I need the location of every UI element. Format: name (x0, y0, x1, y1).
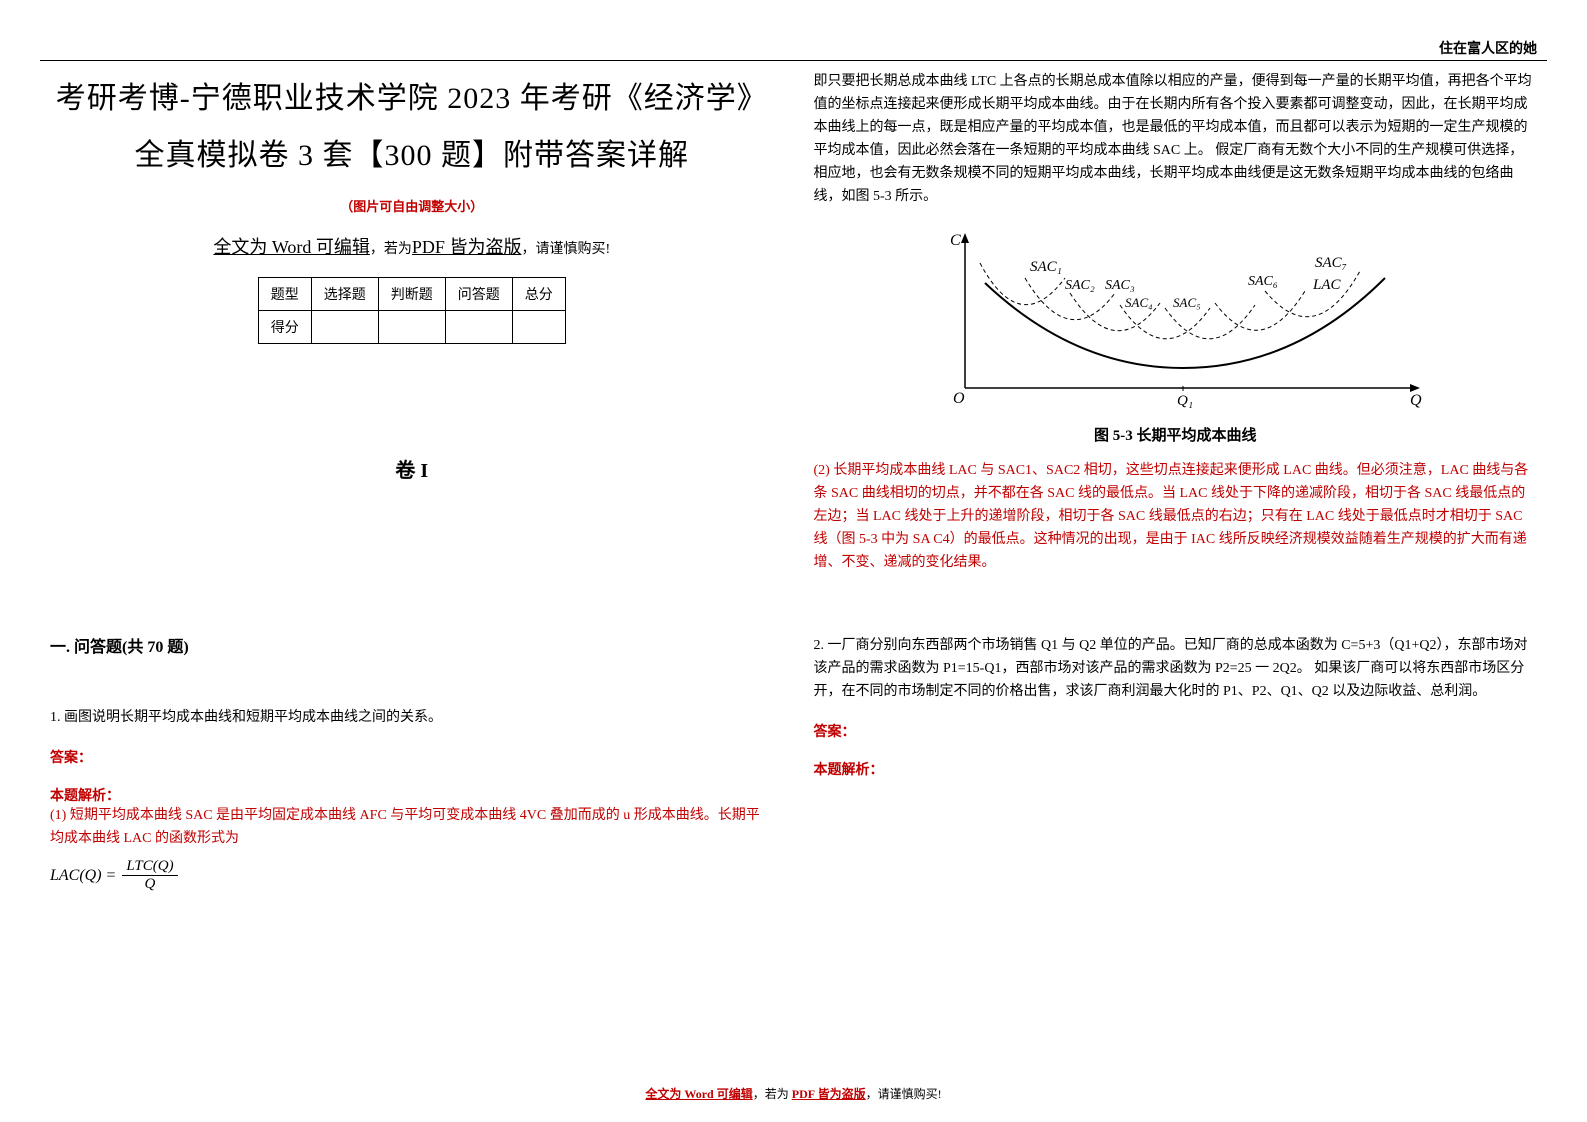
th-choice: 选择题 (311, 278, 378, 311)
lac-formula: LAC(Q) = LTC(Q) Q (50, 858, 774, 893)
footer-word: 全文为 Word 可编辑 (645, 1087, 752, 1101)
th-type: 题型 (258, 278, 311, 311)
score-table: 题型 选择题 判断题 问答题 总分 得分 (258, 277, 566, 344)
sac6-label: SAC₆ (1248, 274, 1278, 289)
axis-o-label: O (953, 390, 965, 407)
footer-pdf: PDF 皆为盗版 (792, 1087, 866, 1101)
header-rule (40, 60, 1547, 61)
analysis-label-2: 本题解析： (814, 759, 1538, 779)
td-empty (378, 311, 445, 344)
th-total: 总分 (512, 278, 565, 311)
volume-label: 卷 I (50, 454, 774, 483)
formula-numerator: LTC(Q) (122, 858, 177, 876)
lac-label: LAC (1312, 277, 1342, 293)
axis-q1-label: Q₁ (1177, 393, 1193, 409)
left-column: 考研考博-宁德职业技术学院 2023 年考研《经济学》全真模拟卷 3 套【300… (40, 70, 784, 893)
axis-c-label: C (950, 232, 961, 249)
th-qa: 问答题 (445, 278, 512, 311)
edit-notice: 全文为 Word 可编辑，若为PDF 皆为盗版，请谨慎购买! (50, 233, 774, 259)
document-title: 考研考博-宁德职业技术学院 2023 年考研《经济学》全真模拟卷 3 套【300… (50, 70, 774, 184)
notice-suffix: ，请谨慎购买! (521, 242, 610, 257)
chart-caption: 图 5-3 长期平均成本曲线 (814, 424, 1538, 445)
two-column-layout: 考研考博-宁德职业技术学院 2023 年考研《经济学》全真模拟卷 3 套【300… (40, 70, 1547, 893)
lac-chart-svg: C O Q Q₁ SAC₁ SAC₂ SAC₃ SAC₄ (915, 223, 1435, 413)
td-empty (445, 311, 512, 344)
table-row: 得分 (258, 311, 565, 344)
sac4-label: SAC₄ (1125, 295, 1153, 310)
question-1: 1. 画图说明长期平均成本曲线和短期平均成本曲线之间的关系。 (50, 707, 774, 729)
sac1-label: SAC₁ (1030, 259, 1062, 275)
lac-chart: C O Q Q₁ SAC₁ SAC₂ SAC₃ SAC₄ (814, 223, 1538, 445)
footer-suffix: ，请谨慎购买! (866, 1087, 942, 1101)
th-judge: 判断题 (378, 278, 445, 311)
formula-lhs: LAC(Q) = (50, 867, 116, 885)
footer-sep: ，若为 (753, 1087, 792, 1101)
td-empty (512, 311, 565, 344)
analysis-label: 本题解析： (50, 785, 774, 805)
header-author: 住在富人区的她 (1439, 38, 1537, 58)
paragraph-continuation: 即只要把长期总成本曲线 LTC 上各点的长期总成本值除以相应的产量，便得到每一产… (814, 70, 1538, 209)
analysis-paragraph-1: (1) 短期平均成本曲线 SAC 是由平均固定成本曲线 AFC 与平均可变成本曲… (50, 805, 774, 850)
question-2: 2. 一厂商分别向东西部两个市场销售 Q1 与 Q2 单位的产品。已知厂商的总成… (814, 634, 1538, 703)
subtitle-note: （图片可自由调整大小） (50, 196, 774, 215)
analysis-paragraph-2: (2) 长期平均成本曲线 LAC 与 SAC1、SAC2 相切，这些切点连接起来… (814, 459, 1538, 574)
footer-notice: 全文为 Word 可编辑，若为 PDF 皆为盗版，请谨慎购买! (645, 1085, 941, 1102)
axis-q-label: Q (1410, 392, 1422, 409)
formula-fraction: LTC(Q) Q (122, 858, 177, 893)
section-heading: 一. 问答题(共 70 题) (50, 633, 774, 657)
td-score-label: 得分 (258, 311, 311, 344)
notice-word-editable: 全文为 Word 可编辑 (213, 237, 370, 257)
notice-pdf-pirate: PDF 皆为盗版 (412, 237, 522, 257)
answer-label-2: 答案： (814, 721, 1538, 741)
sac7-label: SAC₇ (1315, 255, 1347, 271)
td-empty (311, 311, 378, 344)
sac5-label: SAC₅ (1173, 295, 1201, 310)
sac3-label: SAC₃ (1105, 278, 1135, 293)
notice-sep: ，若为 (370, 242, 412, 257)
answer-label: 答案： (50, 747, 774, 767)
table-row: 题型 选择题 判断题 问答题 总分 (258, 278, 565, 311)
sac2-label: SAC₂ (1065, 278, 1095, 293)
right-column: 即只要把长期总成本曲线 LTC 上各点的长期总成本值除以相应的产量，便得到每一产… (804, 70, 1548, 893)
formula-denominator: Q (141, 876, 160, 893)
